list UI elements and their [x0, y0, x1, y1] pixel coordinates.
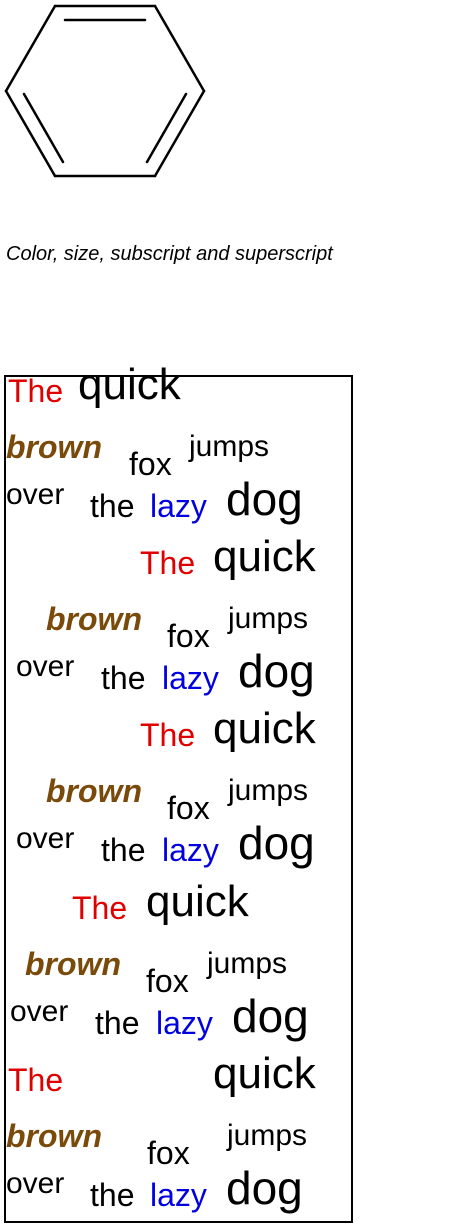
ring-bond — [4, 89, 57, 178]
word-the-lower: the — [90, 488, 135, 524]
word-dog: dog — [226, 1162, 303, 1214]
word-quick: quick — [213, 1049, 316, 1098]
word-jumps: jumps — [228, 774, 309, 807]
word-over: over — [6, 1167, 65, 1200]
text-frame — [4, 375, 353, 1223]
word-the-lower: the — [101, 832, 146, 868]
caption: Color, size, subscript and superscript — [6, 243, 333, 265]
word-the-lower: the — [101, 660, 146, 696]
word-fox: fox — [129, 446, 172, 482]
word-brown: brown — [6, 1118, 102, 1154]
word-over: over — [16, 650, 75, 683]
word-fox: fox — [147, 1135, 190, 1171]
word-jumps: jumps — [227, 1119, 308, 1152]
word-over: over — [10, 995, 69, 1028]
word-the: The — [8, 1062, 64, 1098]
ring-bond — [153, 89, 206, 178]
word-the-lower: the — [95, 1005, 140, 1041]
word-dog: dog — [226, 473, 303, 525]
word-brown: brown — [6, 429, 102, 465]
inner-double-bond — [22, 92, 65, 164]
word-the: The — [140, 717, 196, 753]
word-over: over — [16, 822, 75, 855]
inner-double-bond — [145, 92, 188, 164]
ring-bond — [153, 4, 206, 93]
word-quick: quick — [146, 877, 249, 926]
word-fox: fox — [146, 963, 189, 999]
word-fox: fox — [167, 618, 210, 654]
word-brown: brown — [46, 601, 142, 637]
word-quick: quick — [213, 704, 316, 753]
word-the: The — [8, 373, 64, 409]
word-dog: dog — [238, 645, 315, 697]
word-jumps: jumps — [228, 602, 309, 635]
word-dog: dog — [238, 817, 315, 869]
benzene-ring-icon — [4, 4, 206, 178]
word-the: The — [72, 890, 128, 926]
word-over: over — [6, 478, 65, 511]
word-jumps: jumps — [189, 430, 270, 463]
ring-bond — [4, 4, 57, 93]
word-lazy: lazy — [150, 488, 207, 524]
word-quick: quick — [213, 532, 316, 581]
word-brown: brown — [46, 773, 142, 809]
word-brown: brown — [25, 946, 121, 982]
word-the-lower: the — [90, 1177, 135, 1213]
word-jumps: jumps — [207, 947, 288, 980]
word-the: The — [140, 545, 196, 581]
word-dog: dog — [232, 990, 309, 1042]
word-fox: fox — [167, 790, 210, 826]
word-lazy: lazy — [156, 1005, 213, 1041]
word-lazy: lazy — [162, 832, 219, 868]
word-lazy: lazy — [150, 1177, 207, 1213]
word-lazy: lazy — [162, 660, 219, 696]
word-quick: quick — [78, 360, 181, 409]
